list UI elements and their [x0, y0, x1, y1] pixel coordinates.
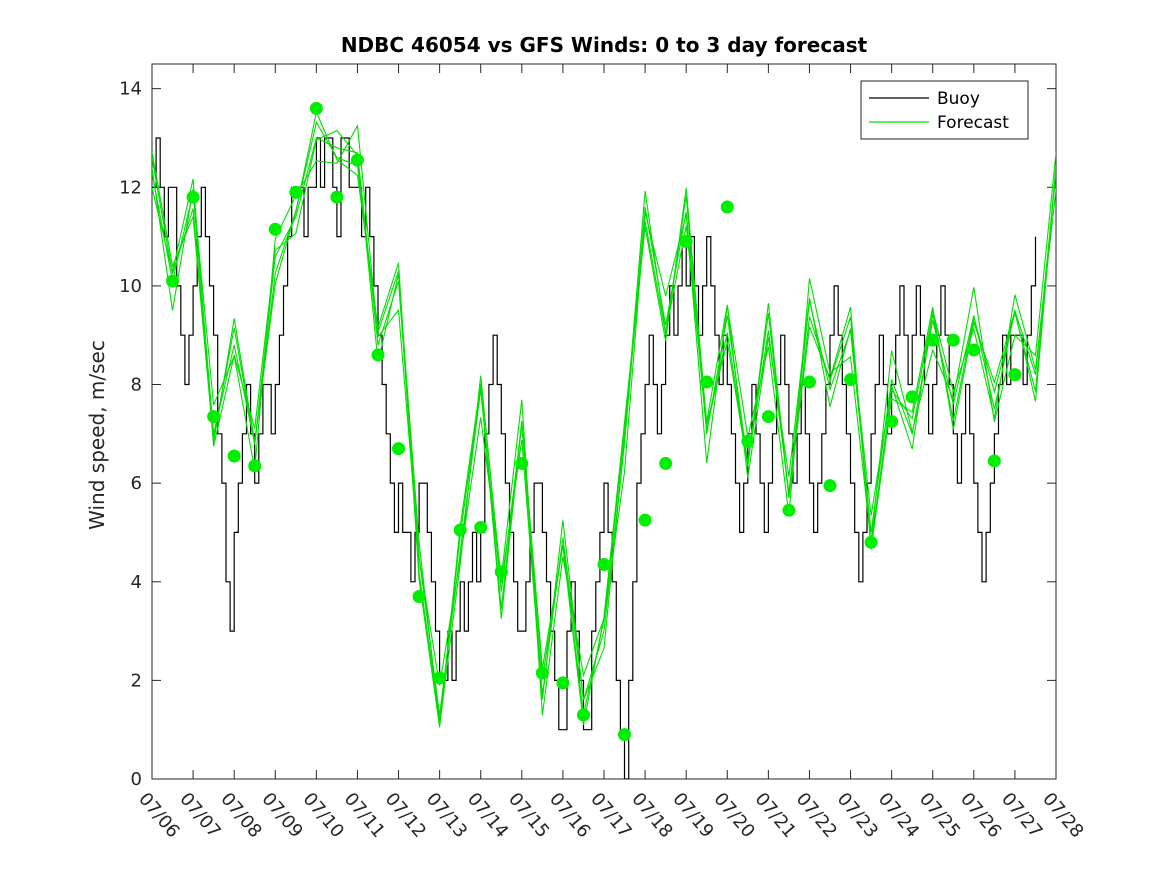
forecast-marker: [905, 390, 919, 404]
forecast-marker: [576, 708, 590, 722]
y-axis-label: Wind speed, m/sec: [85, 340, 109, 530]
forecast-marker: [720, 200, 734, 214]
forecast-marker: [350, 153, 364, 167]
forecast-marker: [946, 333, 960, 347]
forecast-marker: [494, 565, 508, 579]
legend-label: Buoy: [937, 89, 980, 109]
forecast-line: [152, 129, 1056, 726]
legend-label: Forecast: [937, 113, 1009, 133]
forecast-marker: [309, 101, 323, 115]
x-tick-label: 07/10: [299, 789, 348, 842]
chart-title: NDBC 46054 vs GFS Winds: 0 to 3 day fore…: [341, 33, 868, 57]
forecast-marker: [700, 375, 714, 389]
forecast-marker: [802, 375, 816, 389]
legend: Buoy Forecast: [860, 80, 1029, 140]
x-tick-label: 07/28: [1038, 789, 1087, 842]
x-tick-label: 07/21: [751, 789, 800, 842]
forecast-marker: [741, 434, 755, 448]
x-tick-label: 07/17: [586, 789, 635, 842]
forecast-marker: [166, 274, 180, 288]
x-tick-label: 07/22: [792, 789, 841, 842]
x-tick-label: 07/20: [709, 789, 758, 842]
forecast-marker: [474, 521, 488, 535]
legend-box: [860, 80, 1029, 140]
y-tick-label: 14: [119, 79, 142, 100]
x-tick-label: 07/09: [257, 789, 306, 842]
y-tick-label: 12: [119, 177, 142, 198]
x-tick-label: 07/18: [627, 789, 676, 842]
y-tick-label: 10: [119, 276, 142, 297]
x-tick-label: 07/19: [668, 789, 717, 842]
forecast-line: [152, 137, 1056, 715]
x-tick-label: 07/08: [216, 789, 265, 842]
y-tick-label: 0: [131, 769, 142, 790]
axes-box: [151, 63, 1057, 780]
x-tick-label: 07/24: [874, 789, 923, 842]
forecast-marker: [207, 410, 221, 424]
forecast-marker: [844, 373, 858, 387]
forecast-marker: [864, 535, 878, 549]
x-tick-label: 07/23: [833, 789, 882, 842]
forecast-marker: [289, 185, 303, 199]
x-tick-label: 07/12: [381, 789, 430, 842]
x-tick-label: 07/15: [504, 789, 553, 842]
plot-area: 0246810121407/0607/0707/0807/0907/1007/1…: [119, 63, 1088, 842]
y-tick-label: 6: [131, 473, 142, 494]
forecast-line: [152, 110, 1056, 728]
forecast-marker: [515, 456, 529, 470]
forecast-marker: [330, 190, 344, 204]
x-tick-label: 07/13: [422, 789, 471, 842]
x-tick-label: 07/14: [463, 789, 512, 842]
forecast-marker: [556, 676, 570, 690]
y-tick-label: 8: [131, 375, 142, 396]
x-tick-label: 07/25: [915, 789, 964, 842]
forecast-marker: [885, 415, 899, 428]
x-tick-label: 07/27: [997, 789, 1046, 842]
forecast-marker: [782, 503, 796, 517]
forecast-marker: [638, 513, 652, 527]
y-tick-label: 4: [131, 572, 142, 593]
forecast-marker: [371, 348, 385, 362]
forecast-marker: [453, 523, 467, 537]
x-tick-label: 07/11: [340, 789, 389, 842]
series-layer: [152, 101, 1056, 779]
forecast-marker: [926, 333, 940, 347]
forecast-marker: [597, 558, 611, 571]
forecast-marker: [227, 449, 241, 463]
forecast-marker: [186, 190, 200, 204]
forecast-marker: [535, 666, 549, 680]
forecast-marker: [248, 459, 262, 473]
y-tick-label: 2: [131, 670, 142, 691]
forecast-marker: [823, 479, 837, 493]
x-tick-label: 07/06: [134, 789, 183, 842]
x-tick-label: 07/26: [956, 789, 1005, 842]
forecast-marker: [659, 456, 673, 470]
forecast-marker: [618, 728, 632, 742]
forecast-marker: [412, 590, 426, 604]
forecast-marker: [967, 343, 981, 357]
forecast-marker: [1008, 368, 1022, 382]
forecast-marker: [433, 671, 447, 685]
x-tick-label: 07/16: [545, 789, 594, 842]
x-tick-label: 07/07: [175, 789, 224, 842]
forecast-marker: [987, 454, 1001, 468]
forecast-marker: [761, 410, 775, 424]
forecast-marker: [268, 222, 282, 236]
forecast-marker: [679, 235, 693, 249]
forecast-marker: [392, 442, 406, 456]
